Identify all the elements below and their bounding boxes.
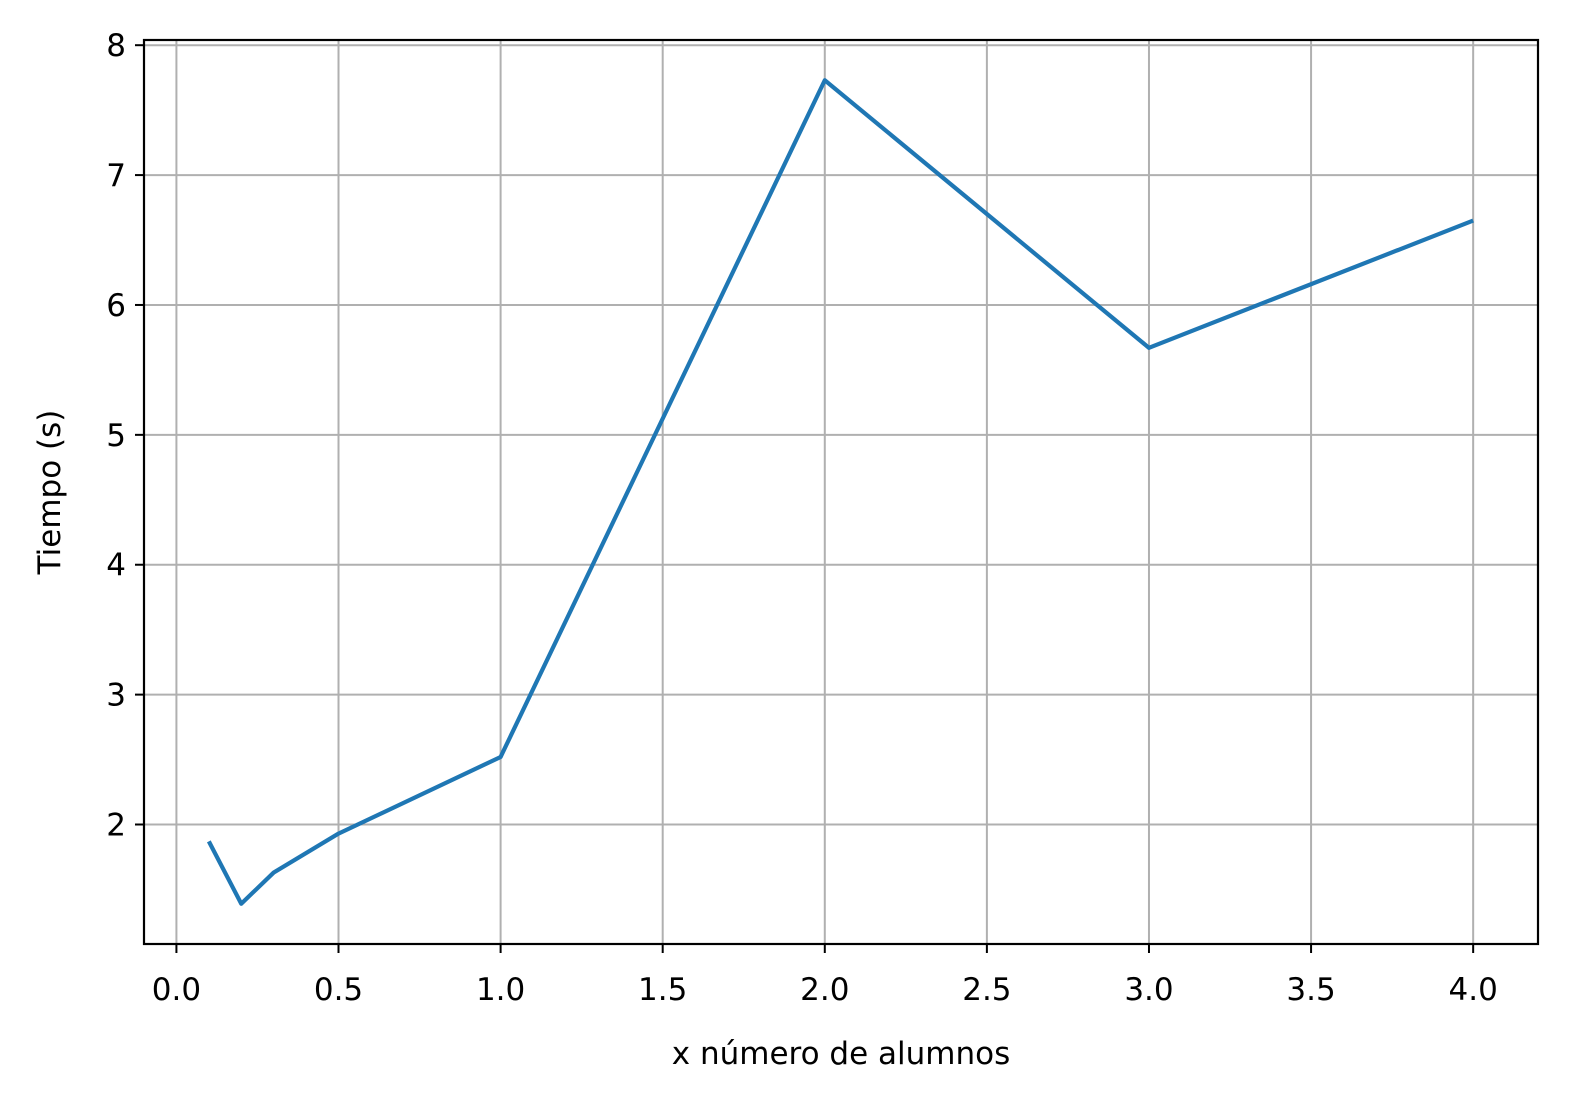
y-tick-label: 3 <box>106 678 126 714</box>
y-tick-label: 7 <box>106 158 126 194</box>
x-tick-label: 1.0 <box>476 972 525 1008</box>
x-tick-label: 4.0 <box>1449 972 1498 1008</box>
x-tick-label: 2.5 <box>962 972 1011 1008</box>
y-tick-label: 6 <box>106 288 126 324</box>
x-tick-label: 1.5 <box>638 972 687 1008</box>
x-axis-label: x número de alumnos <box>672 1036 1010 1072</box>
ticks: 0.0 0.5 1.0 1.5 2.0 2.5 3.0 3.5 4.0 2 3 4 5 6 7 8 <box>106 28 1498 1008</box>
grid <box>144 40 1538 944</box>
series-line <box>206 78 1474 906</box>
y-tick-label: 5 <box>106 418 126 454</box>
plot-frame <box>142 38 1540 946</box>
y-axis-label: Tiempo (s) <box>32 410 68 576</box>
y-tick-label: 2 <box>106 808 126 844</box>
x-tick-label: 3.0 <box>1124 972 1173 1008</box>
series-layer <box>206 78 1474 906</box>
x-tick-label: 2.0 <box>800 972 849 1008</box>
x-tick-label: 0.0 <box>152 972 201 1008</box>
y-tick-label: 8 <box>106 28 126 64</box>
x-tick-label: 0.5 <box>314 972 363 1008</box>
y-tick-label: 4 <box>106 548 126 584</box>
x-tick-label: 3.5 <box>1286 972 1335 1008</box>
